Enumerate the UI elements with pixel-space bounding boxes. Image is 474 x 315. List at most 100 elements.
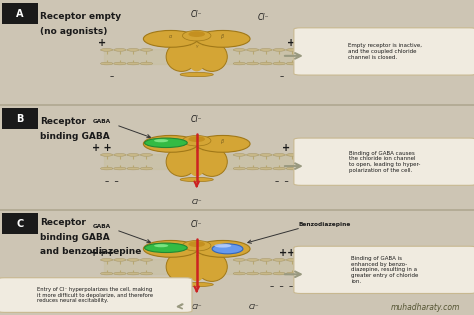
Text: (no agonists): (no agonists) — [40, 27, 108, 36]
Circle shape — [313, 49, 325, 51]
Text: β: β — [221, 34, 224, 39]
Circle shape — [140, 62, 153, 65]
Circle shape — [353, 167, 365, 170]
Circle shape — [114, 153, 126, 156]
Text: C: C — [17, 219, 24, 229]
Ellipse shape — [212, 244, 243, 254]
Text: β: β — [221, 244, 224, 249]
Circle shape — [313, 259, 325, 261]
Text: Cl⁻: Cl⁻ — [191, 10, 202, 19]
Circle shape — [127, 167, 139, 170]
Circle shape — [313, 62, 325, 65]
Ellipse shape — [182, 135, 211, 146]
Text: –  –: – – — [275, 177, 289, 186]
Circle shape — [246, 272, 259, 275]
Circle shape — [300, 167, 312, 170]
FancyBboxPatch shape — [2, 3, 38, 24]
Circle shape — [273, 49, 285, 51]
Circle shape — [145, 138, 187, 147]
Circle shape — [140, 167, 153, 170]
Text: +: + — [287, 38, 296, 48]
Circle shape — [300, 49, 312, 51]
Circle shape — [140, 259, 153, 261]
Text: Cl⁻: Cl⁻ — [248, 304, 259, 310]
Circle shape — [260, 153, 272, 156]
Ellipse shape — [143, 240, 198, 257]
Circle shape — [214, 244, 231, 248]
Text: –  –  –: – – – — [100, 282, 123, 291]
Circle shape — [286, 259, 299, 261]
Ellipse shape — [166, 42, 197, 72]
Circle shape — [286, 167, 299, 170]
Text: Receptor: Receptor — [40, 218, 86, 227]
Ellipse shape — [180, 283, 213, 287]
Circle shape — [300, 62, 312, 65]
Circle shape — [233, 49, 246, 51]
Ellipse shape — [182, 31, 211, 41]
Text: Cl⁻: Cl⁻ — [191, 220, 202, 229]
Ellipse shape — [196, 147, 228, 176]
Circle shape — [114, 167, 126, 170]
Ellipse shape — [188, 31, 205, 37]
Circle shape — [353, 153, 365, 156]
Circle shape — [339, 259, 352, 261]
Circle shape — [100, 49, 113, 51]
Ellipse shape — [187, 252, 206, 281]
Ellipse shape — [180, 177, 213, 182]
Circle shape — [260, 167, 272, 170]
Text: + +: + + — [92, 143, 112, 153]
Text: GABA: GABA — [93, 119, 111, 124]
Circle shape — [313, 272, 325, 275]
Text: γ: γ — [195, 254, 198, 258]
Circle shape — [339, 153, 352, 156]
Text: Receptor empty: Receptor empty — [40, 12, 121, 21]
FancyBboxPatch shape — [294, 28, 474, 75]
Circle shape — [233, 259, 246, 261]
Circle shape — [273, 272, 285, 275]
Text: + +: + + — [282, 143, 301, 153]
FancyBboxPatch shape — [2, 213, 38, 234]
Circle shape — [339, 62, 352, 65]
Circle shape — [273, 62, 285, 65]
Circle shape — [140, 272, 153, 275]
Circle shape — [100, 259, 113, 261]
Text: Benzodiazepine: Benzodiazepine — [299, 222, 351, 227]
Ellipse shape — [182, 240, 211, 251]
Ellipse shape — [143, 31, 198, 47]
Text: +: + — [98, 38, 106, 48]
Ellipse shape — [180, 72, 213, 77]
Text: α: α — [169, 139, 172, 144]
Circle shape — [260, 62, 272, 65]
Bar — [104, 259, 365, 274]
Ellipse shape — [195, 135, 250, 152]
Circle shape — [326, 272, 338, 275]
Ellipse shape — [143, 135, 198, 152]
FancyBboxPatch shape — [294, 138, 474, 185]
Ellipse shape — [195, 240, 250, 257]
Circle shape — [300, 272, 312, 275]
Circle shape — [127, 259, 139, 261]
Circle shape — [353, 259, 365, 261]
Text: +++: +++ — [279, 248, 304, 258]
Text: Cl⁻: Cl⁻ — [257, 13, 269, 22]
Text: Binding of GABA causes
the chloride ion channel
to open, leading to hyper-
polar: Binding of GABA causes the chloride ion … — [349, 151, 421, 173]
Text: γ: γ — [195, 149, 198, 153]
Text: B: B — [17, 114, 24, 124]
Circle shape — [233, 272, 246, 275]
Circle shape — [353, 49, 365, 51]
Circle shape — [100, 62, 113, 65]
Circle shape — [127, 62, 139, 65]
Ellipse shape — [188, 136, 205, 142]
Text: GABA: GABA — [93, 224, 111, 229]
Ellipse shape — [166, 147, 197, 176]
Circle shape — [100, 272, 113, 275]
Text: Empty receptor is inactive,
and the coupled chloride
channel is closed.: Empty receptor is inactive, and the coup… — [348, 43, 422, 60]
Text: α: α — [169, 34, 172, 39]
Circle shape — [326, 167, 338, 170]
Circle shape — [127, 272, 139, 275]
Text: Cl⁻: Cl⁻ — [135, 304, 145, 310]
Circle shape — [339, 167, 352, 170]
Circle shape — [326, 49, 338, 51]
Text: α: α — [169, 244, 172, 249]
Circle shape — [145, 243, 187, 253]
